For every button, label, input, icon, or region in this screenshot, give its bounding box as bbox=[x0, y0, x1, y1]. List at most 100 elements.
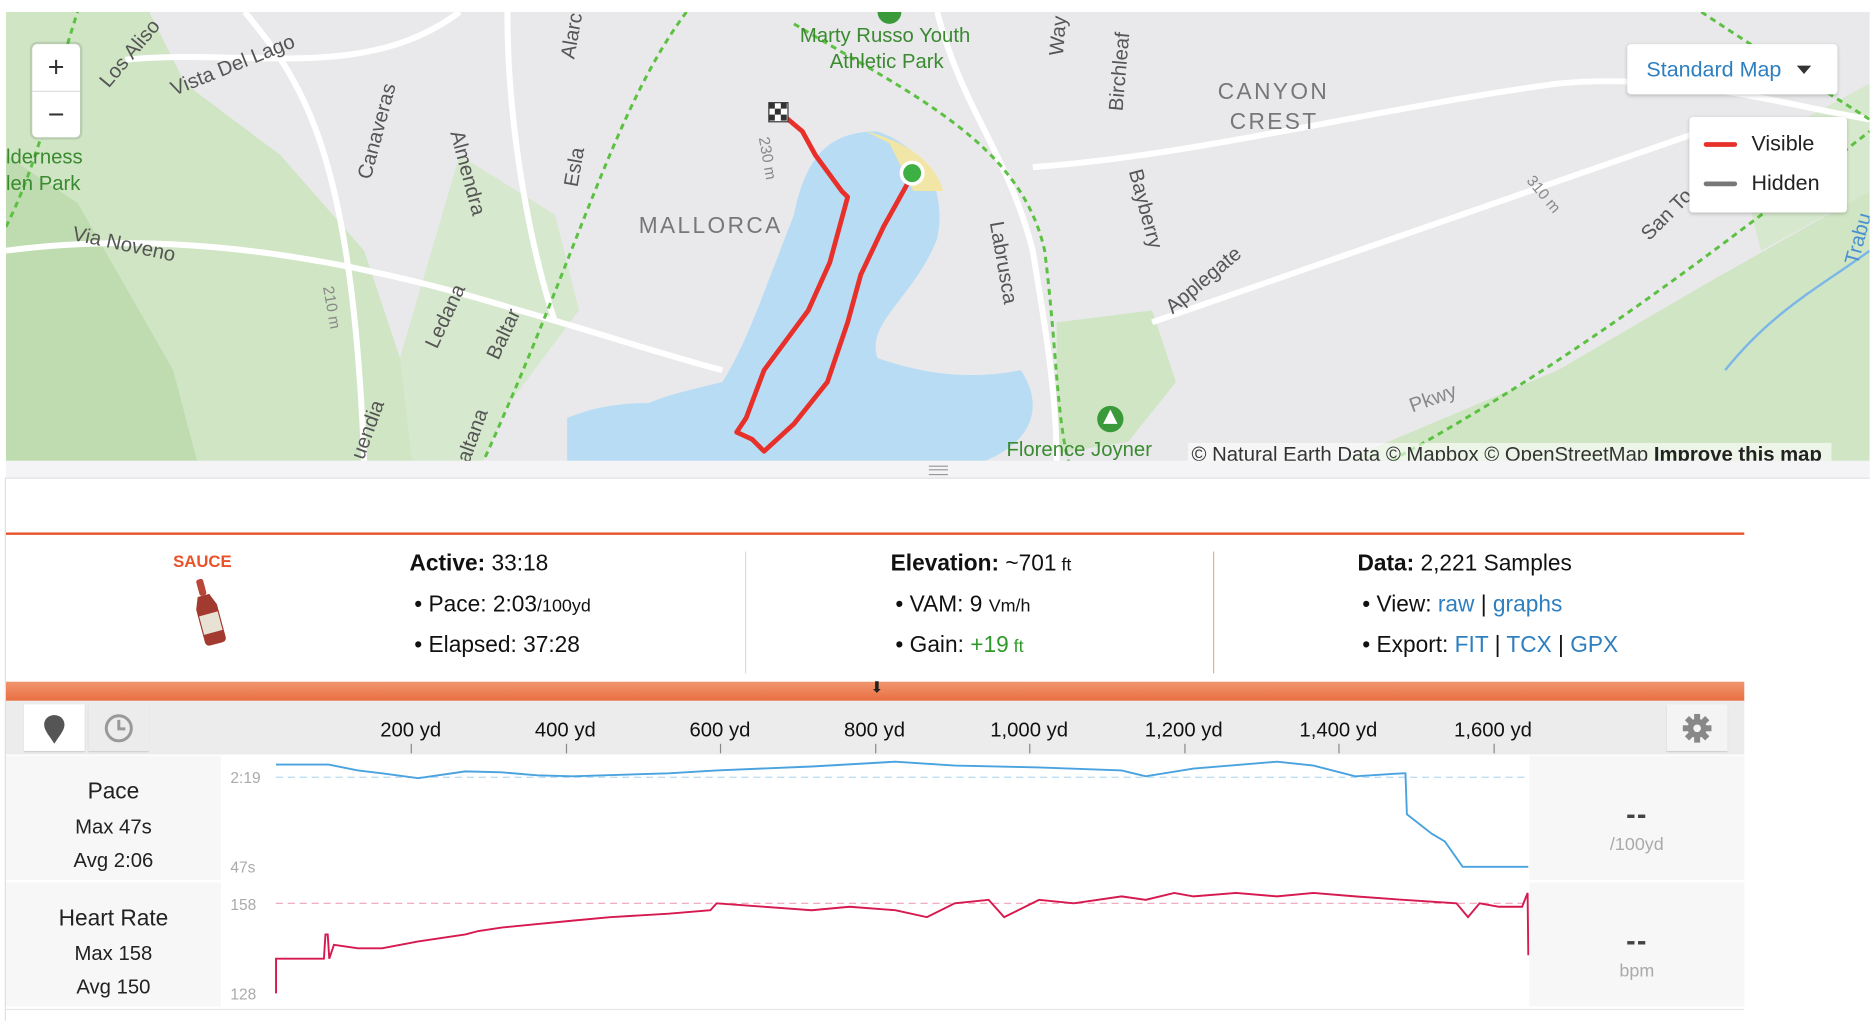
y-tick-label: 158 bbox=[230, 895, 257, 914]
pace-current-value: -- /100yd bbox=[1529, 755, 1745, 880]
column-divider bbox=[1213, 551, 1215, 674]
elevation-value: ~701 bbox=[1005, 551, 1057, 577]
activity-stats: SAUCE Active: 33:18 • Pace: 2:03/100yd •… bbox=[5, 532, 1745, 684]
x-tick-mark bbox=[565, 743, 567, 754]
current-value: -- bbox=[1626, 925, 1648, 958]
clock-icon bbox=[104, 714, 133, 743]
export-tcx-link[interactable]: TCX bbox=[1506, 632, 1552, 658]
heart-rate-current-value: -- bpm bbox=[1529, 882, 1745, 1007]
legend-label: Hidden bbox=[1751, 170, 1820, 195]
map-label: CANYON bbox=[1217, 79, 1330, 106]
map-pin-icon bbox=[44, 715, 65, 744]
x-tick-mark bbox=[1338, 743, 1340, 754]
sauce-bottle-icon bbox=[196, 578, 226, 646]
map-label: lderness bbox=[5, 145, 83, 169]
double-chevron-down-icon: ⬇ bbox=[870, 678, 884, 697]
x-tick-mark bbox=[1492, 743, 1495, 754]
route-map[interactable]: Marty Russo Youth Athletic Park CANYON C… bbox=[5, 11, 1870, 461]
attribution-text: © Natural Earth Data © Mapbox © OpenStre… bbox=[1191, 442, 1649, 461]
map-label: MALLORCA bbox=[638, 213, 783, 239]
current-unit: bpm bbox=[1619, 961, 1655, 982]
column-divider bbox=[744, 551, 747, 674]
x-tick-label: 600 yd bbox=[689, 718, 751, 742]
pace-chart[interactable] bbox=[222, 755, 1530, 880]
active-label: Active: bbox=[409, 551, 486, 577]
series-name: Pace bbox=[87, 779, 140, 805]
x-tick-label: 1,200 yd bbox=[1144, 718, 1223, 742]
series-max: Max 47s bbox=[75, 815, 152, 839]
stats-collapse-bar[interactable]: ⬇ bbox=[5, 678, 1745, 701]
x-tick-mark bbox=[1029, 743, 1031, 754]
map-tiles bbox=[5, 11, 1870, 461]
y-tick-label: 47s bbox=[230, 858, 256, 877]
series-max: Max 158 bbox=[74, 941, 153, 965]
legend-swatch bbox=[1703, 142, 1738, 148]
chart-bottom-border bbox=[5, 1008, 1745, 1011]
x-tick-label: 400 yd bbox=[534, 718, 596, 742]
map-label: Athletic Park bbox=[829, 50, 944, 73]
elapsed-label: Elapsed: bbox=[428, 632, 517, 658]
zoom-in-button[interactable]: + bbox=[32, 44, 80, 92]
heart-rate-series-line bbox=[275, 891, 1530, 994]
x-tick-label: 200 yd bbox=[380, 718, 442, 742]
series-name: Heart Rate bbox=[58, 906, 169, 932]
improve-map-link[interactable]: Improve this map bbox=[1653, 442, 1822, 461]
legend-label: Visible bbox=[1751, 131, 1815, 156]
view-label: View: bbox=[1376, 592, 1432, 618]
export-fit-link[interactable]: FIT bbox=[1454, 632, 1489, 658]
time-mode-button[interactable] bbox=[88, 704, 150, 751]
y-tick-label: 2:19 bbox=[230, 768, 261, 787]
finish-flag-icon bbox=[768, 102, 789, 123]
legend-item-hidden[interactable]: Hidden bbox=[1703, 170, 1820, 196]
vam-label: VAM: bbox=[909, 592, 964, 618]
start-marker bbox=[899, 160, 925, 186]
map-label: len Park bbox=[5, 171, 81, 195]
current-value: -- bbox=[1626, 798, 1648, 831]
y-tick-label: 128 bbox=[230, 984, 257, 1003]
view-graphs-link[interactable]: graphs bbox=[1492, 592, 1563, 618]
map-legend: Visible Hidden bbox=[1689, 117, 1847, 213]
active-stats: Active: 33:18 • Pace: 2:03/100yd • Elaps… bbox=[409, 551, 591, 658]
legend-item-visible[interactable]: Visible bbox=[1703, 131, 1815, 156]
heart-rate-chart[interactable] bbox=[222, 882, 1530, 1007]
x-tick-mark bbox=[874, 743, 876, 754]
series-avg: Avg 2:06 bbox=[73, 848, 154, 872]
vam-value: 9 bbox=[969, 592, 983, 618]
x-tick-mark bbox=[719, 743, 722, 754]
series-avg: Avg 150 bbox=[76, 975, 151, 999]
map-style-select[interactable]: Standard Map bbox=[1627, 44, 1838, 95]
sauce-logo: SAUCE bbox=[173, 551, 232, 571]
elapsed-value: 37:28 bbox=[523, 632, 580, 658]
pace-row-label: Pace Max 47s Avg 2:06 bbox=[5, 755, 221, 880]
elevation-unit: ft bbox=[1061, 555, 1072, 576]
map-label: Marty Russo Youth bbox=[799, 23, 971, 47]
elevation-stats: Elevation: ~701 ft • VAM: 9 Vm/h • Gain:… bbox=[890, 551, 1072, 658]
gain-value: +19 bbox=[970, 632, 1009, 658]
grip-icon bbox=[928, 465, 948, 476]
chart-settings-button[interactable] bbox=[1666, 704, 1728, 751]
heart-rate-row-label: Heart Rate Max 158 Avg 150 bbox=[5, 882, 221, 1007]
view-raw-link[interactable]: raw bbox=[1437, 592, 1475, 618]
active-value: 33:18 bbox=[491, 551, 549, 577]
chart-toolbar: 200 yd 400 yd 600 yd 800 yd 1,000 yd 1,200 yd… bbox=[5, 700, 1745, 755]
distance-mode-button[interactable] bbox=[23, 704, 85, 751]
map-resize-handle[interactable] bbox=[5, 460, 1870, 479]
gain-unit: ft bbox=[1013, 636, 1024, 657]
x-tick-label: 1,000 yd bbox=[990, 718, 1069, 742]
export-gpx-link[interactable]: GPX bbox=[1570, 632, 1619, 658]
caret-down-icon bbox=[1796, 65, 1812, 75]
x-tick-label: 1,600 yd bbox=[1454, 718, 1532, 742]
route-line bbox=[734, 110, 916, 454]
zoom-out-button[interactable]: − bbox=[47, 99, 65, 132]
x-tick-mark bbox=[1183, 743, 1185, 754]
pace-unit: /100yd bbox=[537, 595, 591, 617]
x-tick-label: 1,400 yd bbox=[1299, 718, 1378, 742]
map-label: Way bbox=[1044, 14, 1072, 57]
page-border bbox=[4, 477, 6, 1021]
data-stats: Data: 2,221 Samples • View: raw | graphs… bbox=[1357, 551, 1619, 658]
map-attribution: © Natural Earth Data © Mapbox © OpenStre… bbox=[1187, 442, 1832, 461]
export-label: Export: bbox=[1376, 632, 1449, 658]
data-value: 2,221 Samples bbox=[1420, 551, 1572, 577]
map-style-label: Standard Map bbox=[1646, 57, 1782, 82]
pace-value: 2:03 bbox=[492, 592, 538, 618]
